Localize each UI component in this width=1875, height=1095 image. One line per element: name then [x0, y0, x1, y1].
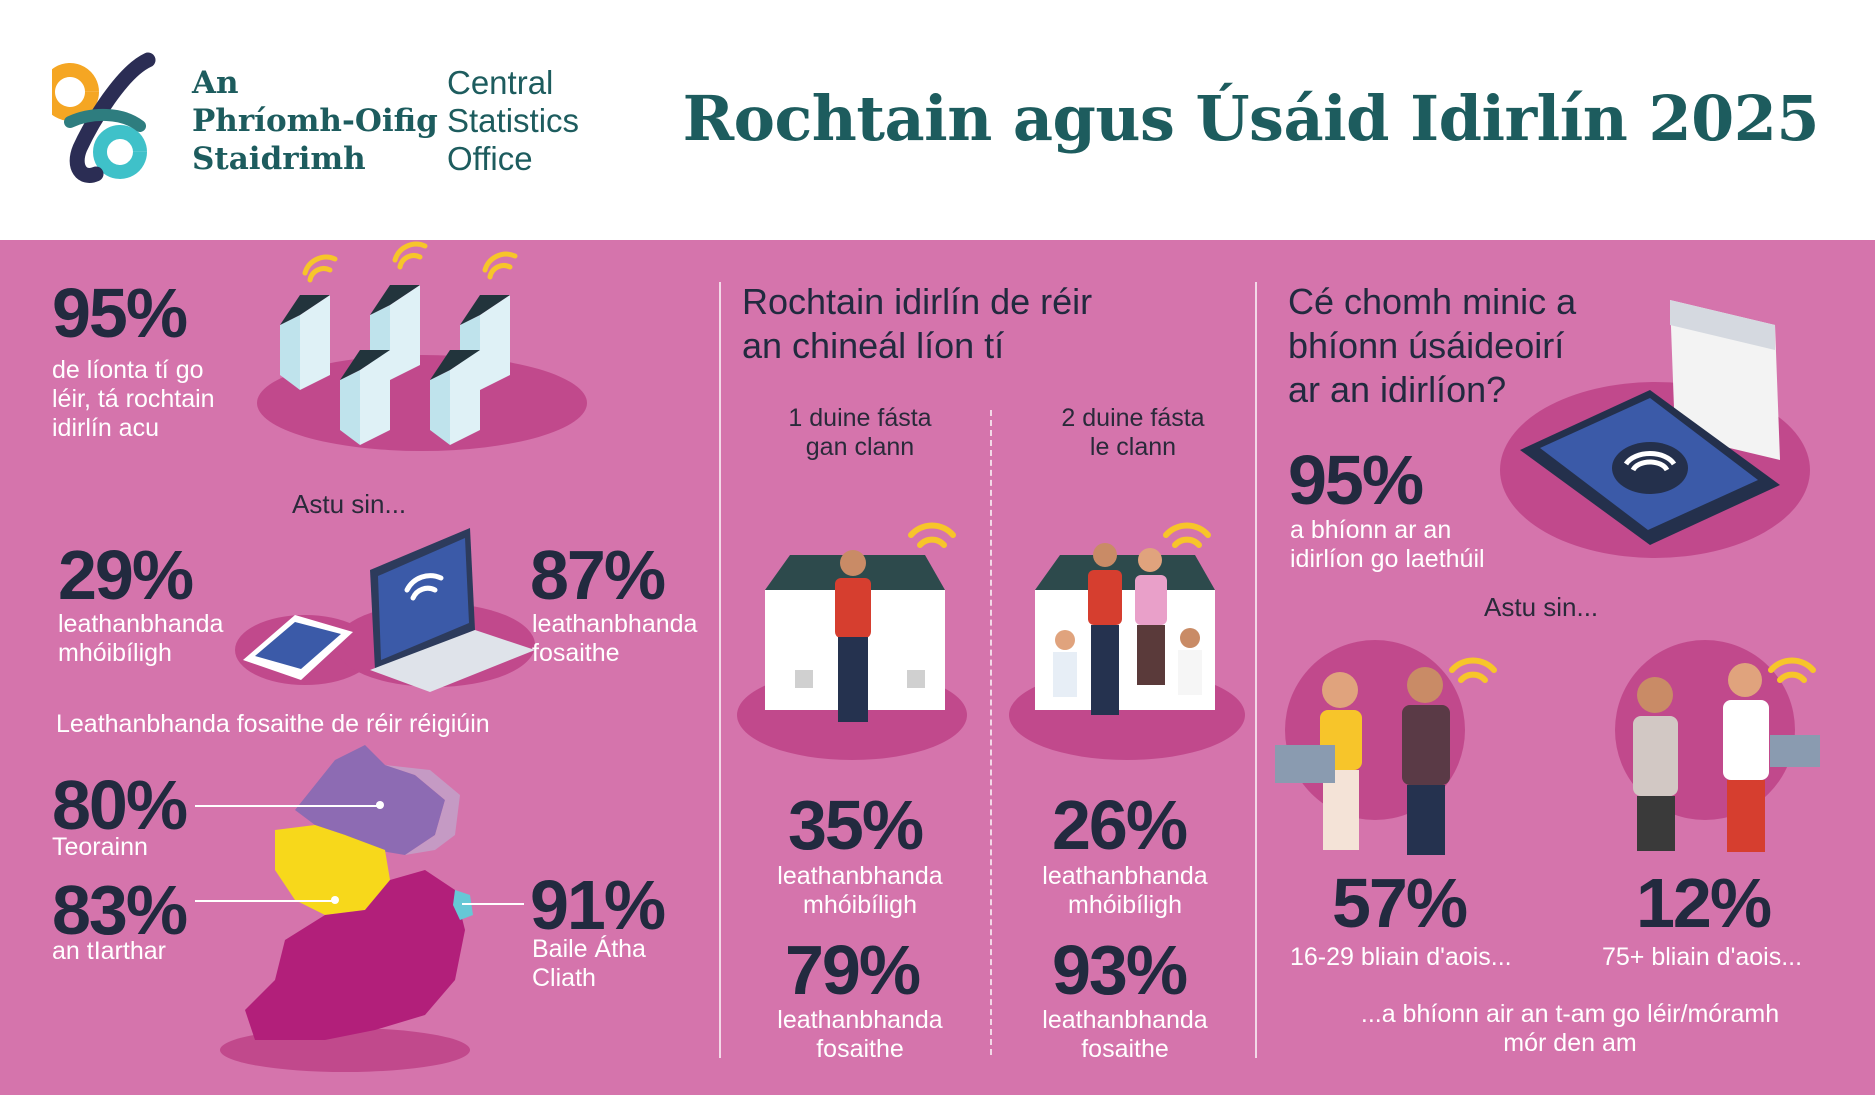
wifi-icon — [1768, 657, 1816, 683]
households-text: de líonta tí go léir, tá rochtain idirlí… — [52, 356, 215, 442]
leader-dot — [331, 896, 339, 904]
phone-calendar-illustration — [1500, 300, 1810, 558]
households-percent: 95% — [52, 274, 188, 352]
footer-note: ...a bhíonn air an t-am go léir/móramh m… — [1360, 1000, 1780, 1057]
single-adult-illustration — [737, 522, 967, 760]
usage-frequency-heading: Cé chomh minic a bhíonn úsáideoirí ar an… — [1288, 281, 1577, 410]
wifi-icon — [1163, 522, 1211, 548]
adult-icon — [835, 550, 871, 722]
region-border-name: Teorainn — [52, 833, 148, 861]
age-75-plus-text: 75+ bliain d'aois... — [1602, 943, 1803, 971]
laptop-icon — [370, 528, 535, 692]
household-type-heading: Rochtain idirlín de réir an chineál líon… — [742, 281, 1093, 366]
logo-text-english: Central Statistics Office — [447, 64, 580, 177]
group-2-label: 2 duine fásta le clann — [1061, 404, 1205, 461]
smartphone-icon — [243, 615, 353, 680]
column-divider-1 — [719, 282, 721, 1058]
wifi-icon — [1612, 442, 1688, 494]
daily-use-text: a bhíonn ar an idirlíon go laethúil — [1290, 516, 1485, 573]
houses-wifi-illustration — [257, 241, 587, 451]
house-icon — [280, 295, 330, 390]
age-16-29-text: 16-29 bliain d'aois... — [1290, 943, 1512, 971]
page-title: Rochtain agus Úsáid Idirlín 2025 — [682, 82, 1820, 155]
header: An Phríomh-Oifig Staidrimh Central Stati… — [0, 0, 1875, 240]
map-region-northern-ireland — [385, 765, 460, 855]
leader-line — [195, 900, 335, 902]
family-illustration — [1009, 522, 1245, 760]
region-west-name: an tIarthar — [52, 937, 166, 965]
group-1-fixed-text: leathanbhanda fosaithe — [777, 1006, 943, 1063]
group-1-label: 1 duine fásta gan clann — [788, 404, 932, 461]
group-2-mobile-percent: 26% — [1052, 786, 1188, 864]
wifi-icon — [908, 522, 956, 548]
region-dublin-percent: 91% — [530, 866, 666, 944]
older-users-illustration — [1615, 640, 1820, 852]
ireland-map — [220, 745, 473, 1072]
group-1-fixed-percent: 79% — [785, 931, 921, 1009]
region-title: Leathanbhanda fosaithe de réir réigiúin — [56, 710, 490, 738]
map-region-rest — [245, 870, 465, 1040]
leader-dot — [376, 801, 384, 809]
mobile-broadband-percent: 29% — [58, 536, 194, 614]
young-people-icon — [1275, 667, 1450, 855]
calendar-icon — [1670, 300, 1780, 460]
young-users-illustration — [1275, 640, 1497, 855]
mobile-broadband-text: leathanbhanda mhóibíligh — [58, 610, 224, 667]
daily-use-percent: 95% — [1288, 441, 1424, 519]
age-16-29-percent: 57% — [1332, 864, 1468, 942]
region-west-percent: 83% — [52, 871, 188, 949]
fixed-broadband-percent: 87% — [530, 536, 666, 614]
group-1-mobile-percent: 35% — [788, 786, 924, 864]
wifi-icon — [1449, 657, 1497, 683]
map-region-dublin — [453, 890, 473, 920]
wifi-icon — [404, 573, 444, 601]
group-divider — [990, 410, 992, 1055]
group-2-fixed-text: leathanbhanda fosaithe — [1042, 1006, 1208, 1063]
region-border-percent: 80% — [52, 766, 188, 844]
region-dublin-name: Baile Átha Cliath — [532, 935, 646, 992]
family-members-icon — [1053, 543, 1202, 715]
fixed-broadband-text: leathanbhanda fosaithe — [532, 610, 698, 667]
cso-logo-icon — [52, 52, 156, 183]
of-which-right: Astu sin... — [1484, 592, 1599, 622]
column-divider-2 — [1255, 282, 1257, 1058]
older-people-icon — [1633, 663, 1820, 852]
group-2-fixed-percent: 93% — [1052, 931, 1188, 1009]
map-region-west — [275, 825, 390, 915]
group-1-mobile-text: leathanbhanda mhóibíligh — [777, 862, 943, 919]
leader-line — [195, 805, 380, 807]
logo-text-irish: An Phríomh-Oifig Staidrimh — [192, 65, 438, 177]
of-which-left: Astu sin... — [292, 489, 407, 519]
devices-illustration — [235, 528, 535, 692]
leader-line — [462, 903, 524, 905]
group-2-mobile-text: leathanbhanda mhóibíligh — [1042, 862, 1208, 919]
age-75-plus-percent: 12% — [1636, 864, 1772, 942]
